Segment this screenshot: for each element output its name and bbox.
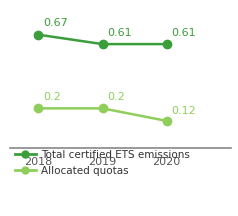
- Text: 0.12: 0.12: [171, 106, 196, 116]
- Text: 0.2: 0.2: [43, 92, 61, 102]
- Text: 0.2: 0.2: [107, 92, 125, 102]
- Text: 0.61: 0.61: [171, 28, 196, 38]
- Legend: Total certified ETS emissions, Allocated quotas: Total certified ETS emissions, Allocated…: [15, 149, 190, 176]
- Text: 0.67: 0.67: [43, 18, 68, 29]
- Text: 0.61: 0.61: [107, 28, 132, 38]
